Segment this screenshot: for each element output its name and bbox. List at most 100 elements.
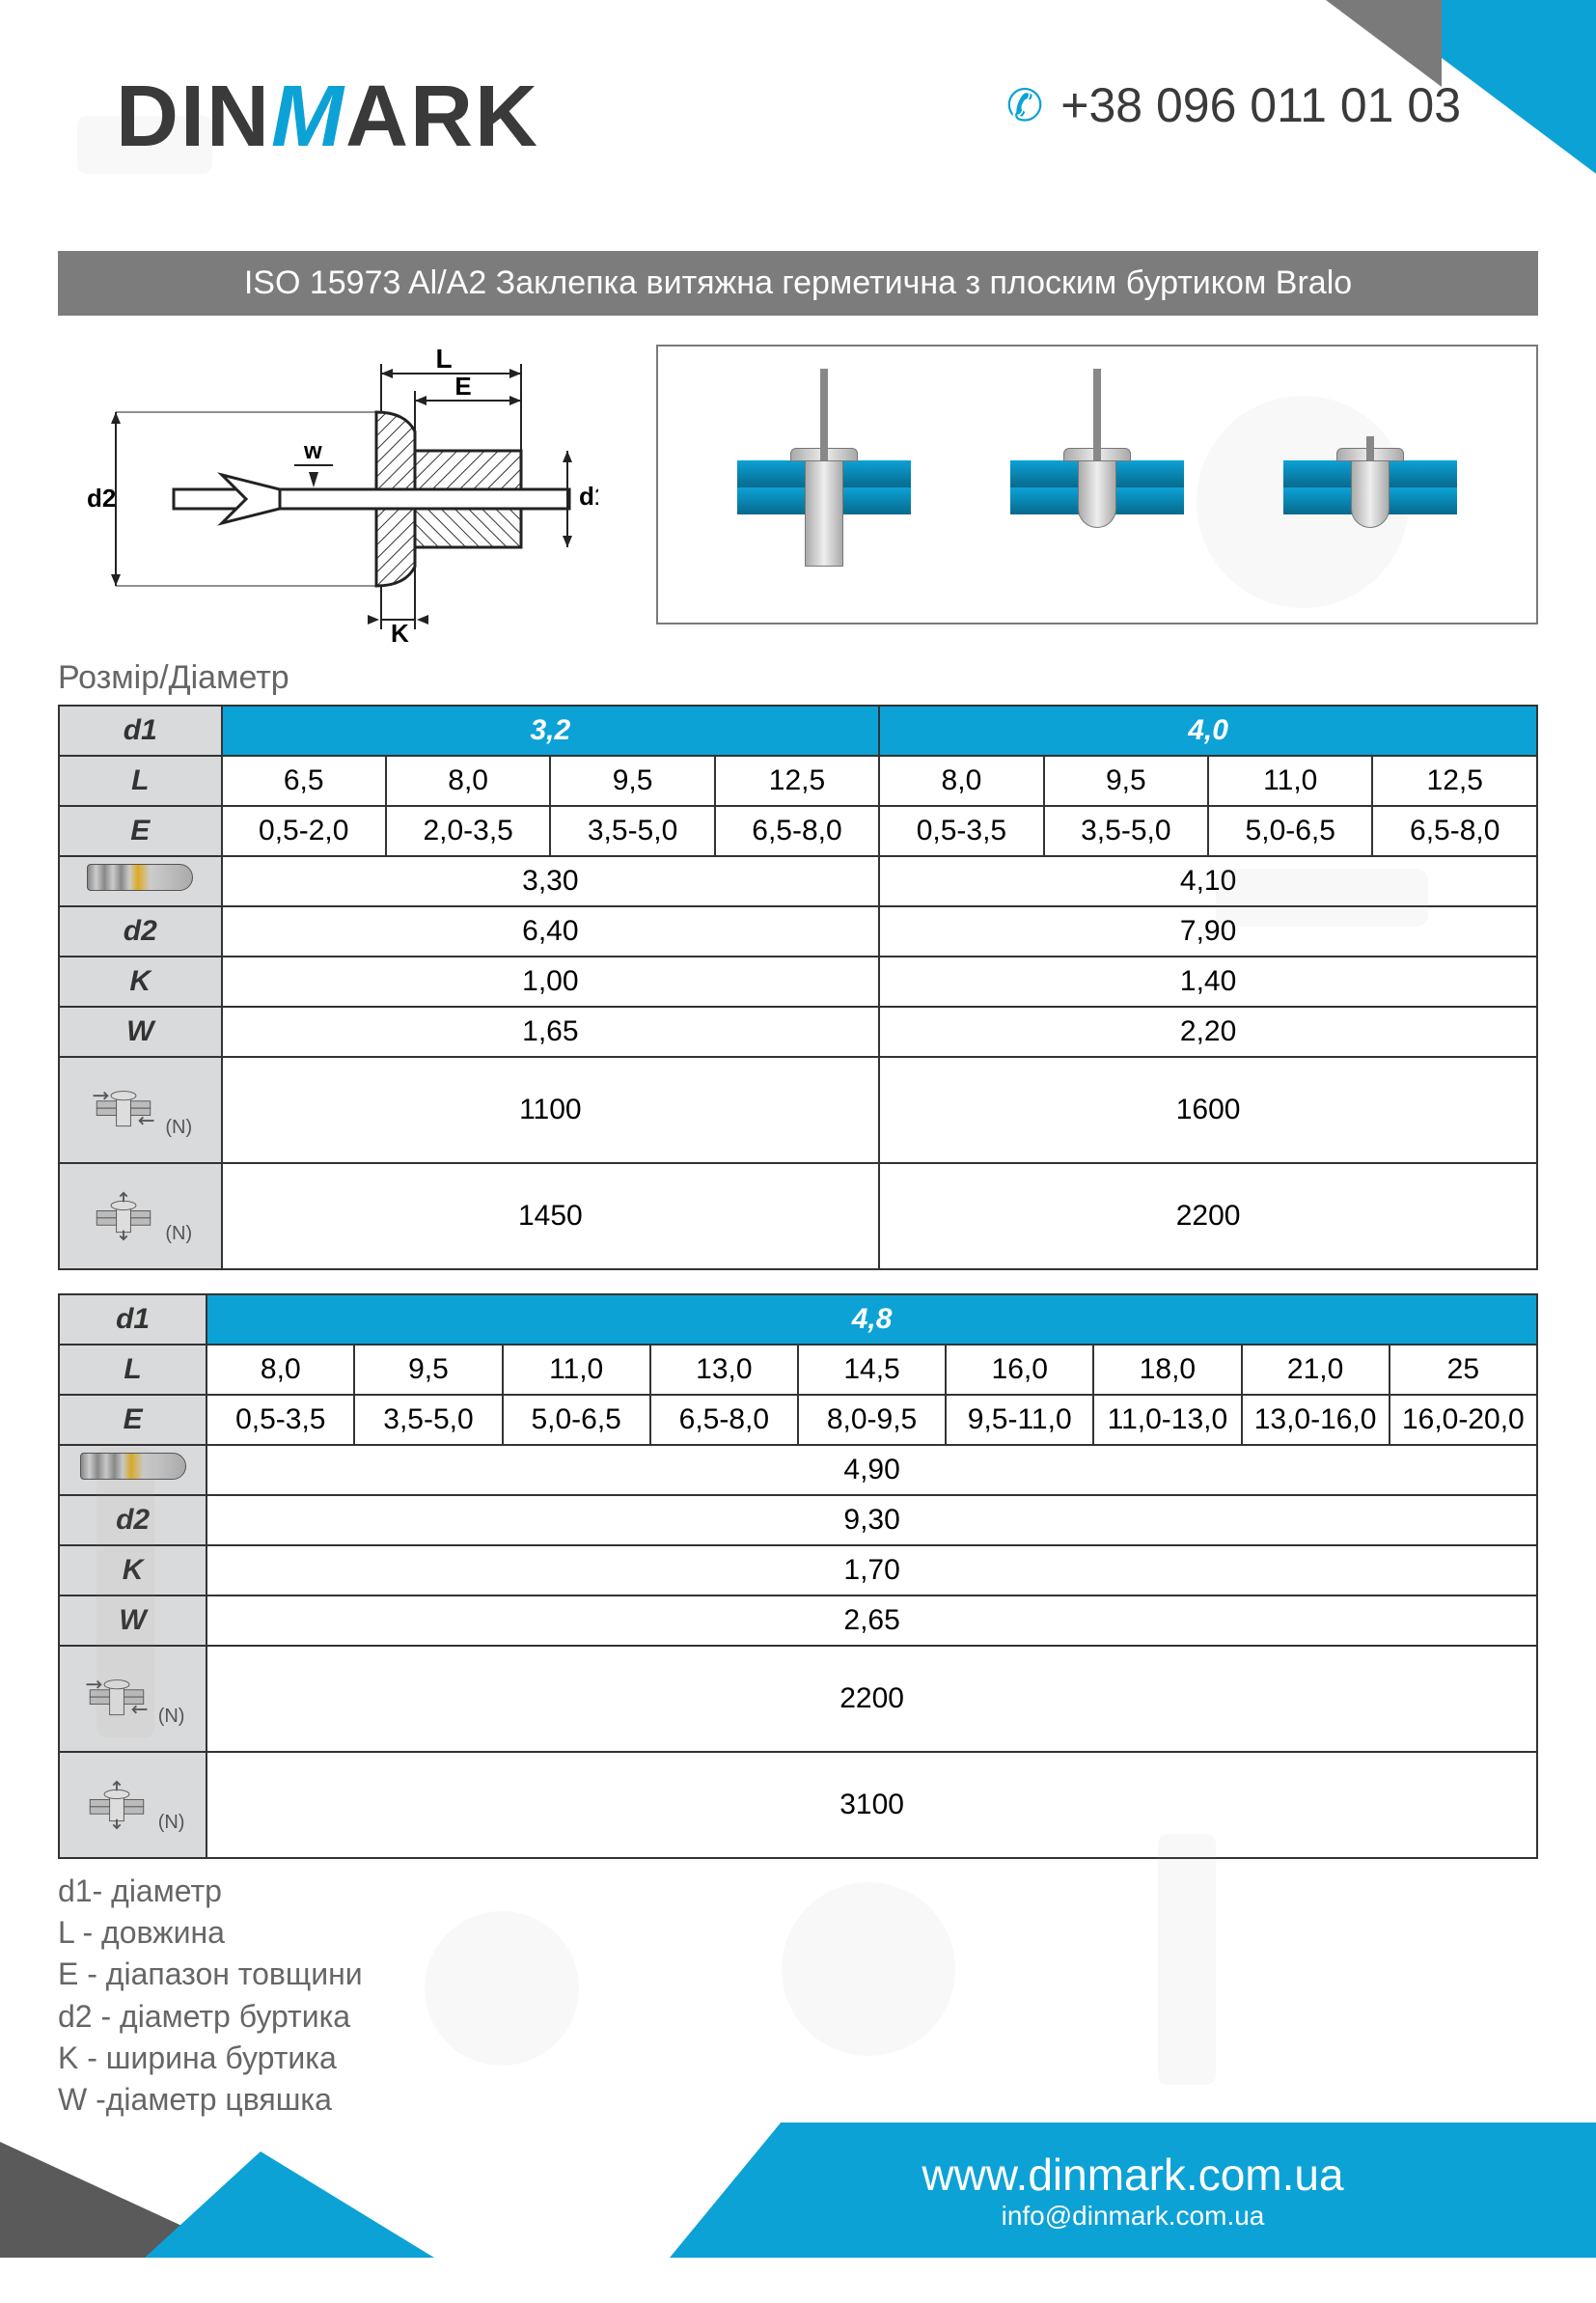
t1-shear-0: 1100 <box>222 1057 880 1163</box>
t2-L-7: 21,0 <box>1242 1345 1390 1395</box>
corner-accent-grey <box>1326 0 1442 87</box>
t2-d1-val: 4,8 <box>206 1294 1537 1345</box>
page-footer: www.dinmark.com.ua info@dinmark.com.ua <box>0 2103 1596 2258</box>
t2-K-label: K <box>59 1545 206 1595</box>
footer-accent-blue <box>145 2151 434 2258</box>
t2-L-4: 14,5 <box>798 1345 946 1395</box>
t1-mandrel-icon <box>59 856 222 906</box>
t2-mandrel: 4,90 <box>206 1445 1537 1495</box>
legend-L: L - довжина <box>58 1912 1538 1954</box>
t1-E-5: 3,5-5,0 <box>1044 806 1208 856</box>
diagram-row: L E w d1 <box>0 316 1596 653</box>
t1-d2-1: 7,90 <box>879 906 1537 957</box>
shear-force-icon <box>81 1670 152 1728</box>
t1-L-7: 12,5 <box>1372 756 1537 806</box>
t1-L-5: 9,5 <box>1044 756 1208 806</box>
t2-L-0: 8,0 <box>206 1345 354 1395</box>
t1-E-label: E <box>59 806 222 856</box>
t2-shear-icon-cell: (N) <box>59 1646 206 1752</box>
tensile-force-icon <box>81 1776 152 1834</box>
svg-text:d1: d1 <box>579 482 598 511</box>
t1-L-4: 8,0 <box>879 756 1043 806</box>
t1-W-label: W <box>59 1007 222 1057</box>
logo-text-pre: DIN <box>116 69 271 165</box>
t1-W-1: 2,20 <box>879 1007 1537 1057</box>
t2-L-label: L <box>59 1345 206 1395</box>
t1-L-1: 8,0 <box>386 756 550 806</box>
t1-L-6: 11,0 <box>1208 756 1372 806</box>
t2-E-0: 0,5-3,5 <box>206 1395 354 1445</box>
svg-text:d2: d2 <box>87 484 116 513</box>
svg-text:E: E <box>454 372 471 401</box>
t2-E-4: 8,0-9,5 <box>798 1395 946 1445</box>
footer-website: www.dinmark.com.ua <box>922 2149 1343 2201</box>
t1-mandrel-1: 4,10 <box>879 856 1537 906</box>
t2-E-7: 13,0-16,0 <box>1242 1395 1390 1445</box>
t2-mandrel-icon <box>59 1445 206 1495</box>
t1-E-7: 6,5-8,0 <box>1372 806 1537 856</box>
rivet-stage-2 <box>1010 369 1184 600</box>
t2-shear-unit: (N) <box>158 1706 185 1728</box>
installation-sequence <box>656 345 1538 624</box>
page-header: DINMARK ✆ +38 096 011 01 03 <box>0 0 1596 251</box>
t2-L-8: 25 <box>1390 1345 1537 1395</box>
t1-shear-unit: (N) <box>165 1117 192 1139</box>
dimension-legend: d1- діаметр L - довжина E - діапазон тов… <box>0 1859 1596 2132</box>
t2-L-6: 18,0 <box>1093 1345 1241 1395</box>
t1-L-label: L <box>59 756 222 806</box>
footer-band: www.dinmark.com.ua info@dinmark.com.ua <box>670 2123 1596 2258</box>
t1-d1-val-0: 3,2 <box>222 706 880 756</box>
phone-number: +38 096 011 01 03 <box>1060 77 1461 133</box>
svg-text:w: w <box>303 438 322 464</box>
phone-icon: ✆ <box>1006 79 1044 131</box>
t1-E-4: 0,5-3,5 <box>879 806 1043 856</box>
mandrel-icon <box>80 1453 186 1480</box>
t1-L-3: 12,5 <box>715 756 879 806</box>
t2-W: 2,65 <box>206 1595 1537 1646</box>
t1-E-0: 0,5-2,0 <box>222 806 386 856</box>
section-label: Розмір/Діаметр <box>0 653 1596 705</box>
t1-d2-label: d2 <box>59 906 222 957</box>
t2-E-6: 11,0-13,0 <box>1093 1395 1241 1445</box>
t2-tensile-unit: (N) <box>158 1812 185 1834</box>
t2-shear: 2200 <box>206 1646 1537 1752</box>
logo-text-post: ARK <box>345 69 539 165</box>
t2-L-5: 16,0 <box>946 1345 1093 1395</box>
spec-table-2: d1 4,8 L 8,0 9,5 11,0 13,0 14,5 16,0 18,… <box>58 1293 1538 1859</box>
svg-text:L: L <box>435 345 452 374</box>
t1-L-0: 6,5 <box>222 756 386 806</box>
t2-L-1: 9,5 <box>354 1345 502 1395</box>
t1-d2-0: 6,40 <box>222 906 880 957</box>
t2-E-label: E <box>59 1395 206 1445</box>
t2-E-2: 5,0-6,5 <box>503 1395 650 1445</box>
t1-E-3: 6,5-8,0 <box>715 806 879 856</box>
t2-L-3: 13,0 <box>650 1345 798 1395</box>
footer-email: info@dinmark.com.ua <box>1002 2201 1265 2232</box>
t1-W-0: 1,65 <box>222 1007 880 1057</box>
t1-K-0: 1,00 <box>222 957 880 1007</box>
rivet-stage-3 <box>1283 369 1457 600</box>
t2-tensile: 3100 <box>206 1752 1537 1858</box>
t1-d1-val-1: 4,0 <box>879 706 1537 756</box>
t1-d1-label: d1 <box>59 706 222 756</box>
phone-block: ✆ +38 096 011 01 03 <box>1006 77 1461 133</box>
t2-tensile-icon-cell: (N) <box>59 1752 206 1858</box>
t1-K-label: K <box>59 957 222 1007</box>
t1-shear-1: 1600 <box>879 1057 1537 1163</box>
t2-E-8: 16,0-20,0 <box>1390 1395 1537 1445</box>
t1-E-1: 2,0-3,5 <box>386 806 550 856</box>
t1-E-6: 5,0-6,5 <box>1208 806 1372 856</box>
t1-tensile-icon-cell: (N) <box>59 1163 222 1269</box>
t2-E-3: 6,5-8,0 <box>650 1395 798 1445</box>
technical-drawing: L E w d1 <box>58 345 598 644</box>
legend-d2: d2 - діаметр буртика <box>58 1996 1538 2038</box>
mandrel-icon <box>87 864 193 891</box>
logo-text-m: M <box>271 69 345 165</box>
product-title-bar: ISO 15973 Al/A2 Заклепка витяжна гермети… <box>58 251 1538 316</box>
t2-d2-label: d2 <box>59 1495 206 1545</box>
spec-table-1: d1 3,2 4,0 L 6,5 8,0 9,5 12,5 8,0 9,5 11… <box>58 705 1538 1270</box>
t1-shear-icon-cell: (N) <box>59 1057 222 1163</box>
t1-tensile-1: 2200 <box>879 1163 1537 1269</box>
legend-K: K - ширина буртика <box>58 2038 1538 2079</box>
rivet-stage-1 <box>737 369 911 600</box>
